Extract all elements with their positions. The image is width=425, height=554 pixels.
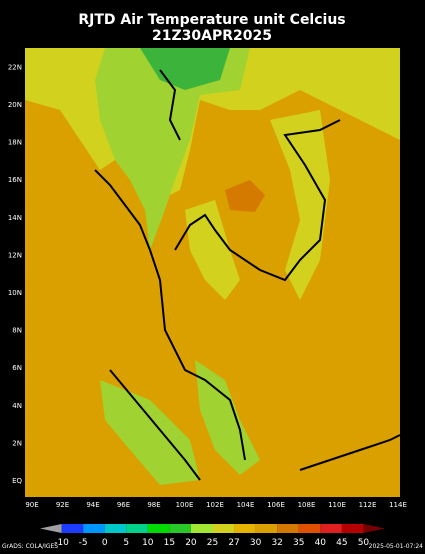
region [140, 48, 230, 90]
colorbar-label: 25 [207, 538, 218, 548]
colorbar-label: 10 [142, 538, 154, 548]
colorbar-label: -10 [54, 538, 69, 548]
lat-label: 16N [8, 176, 22, 184]
lat-label: 8N [12, 327, 22, 335]
lat-label: 22N [8, 63, 22, 71]
subtitle: 21Z30APR2025 [152, 28, 272, 44]
lat-label: 6N [12, 364, 22, 372]
colorbar-segment [169, 524, 191, 533]
lat-label: EQ [12, 477, 22, 485]
colorbar-segment [190, 524, 213, 533]
lon-label: 114E [389, 501, 407, 509]
colorbar-label: 35 [293, 538, 304, 548]
lon-label: 96E [117, 501, 130, 509]
colorbar-label: 40 [315, 538, 327, 548]
coastlines [94, 69, 401, 481]
lon-label: 106E [267, 501, 285, 509]
colorbar-label: -5 [79, 538, 88, 548]
lon-label: 94E [86, 501, 99, 509]
colorbar-arrow [40, 524, 62, 533]
colorbar-segment [255, 524, 278, 533]
lat-label: 12N [8, 251, 22, 259]
colorbar-segment [234, 524, 256, 533]
colorbar-segment [83, 524, 105, 533]
lat-label: 14N [8, 214, 22, 222]
lon-label: 112E [359, 501, 377, 509]
colorbar-label: 0 [102, 538, 108, 548]
lon-label: 100E [176, 501, 194, 509]
lon-label: 98E [147, 501, 160, 509]
lat-label: 20N [8, 101, 22, 109]
lat-label: 18N [8, 139, 22, 147]
colorbar-segment [61, 524, 84, 533]
map [25, 48, 401, 497]
colorbar-label: 15 [164, 538, 175, 548]
lon-label: 102E [206, 501, 224, 509]
colorbar-label: 5 [123, 538, 129, 548]
colorbar-segment [212, 524, 235, 533]
colorbar-label: 45 [336, 538, 347, 548]
region [195, 360, 260, 475]
colorbar-segment [341, 524, 364, 533]
region [225, 180, 265, 212]
region [95, 48, 250, 250]
lat-label: 2N [12, 439, 22, 447]
lon-label: 92E [56, 501, 69, 509]
colorbar-label: 30 [250, 538, 262, 548]
region [100, 380, 200, 485]
footer-left: GrADS: COLA/IGES [2, 543, 58, 550]
region [270, 110, 330, 300]
footer-right: 2025-05-01-07:24 [369, 543, 424, 550]
lon-label: 104E [237, 501, 255, 509]
colorbar-segment [277, 524, 299, 533]
colorbar-segment [147, 524, 170, 533]
region [185, 200, 240, 300]
colorbar-label: 50 [358, 538, 370, 548]
lat-label: 10N [8, 289, 22, 297]
colorbar-segment [298, 524, 321, 533]
colorbar-label: 20 [185, 538, 197, 548]
lon-label: 110E [328, 501, 346, 509]
lon-label: 108E [298, 501, 316, 509]
title: RJTD Air Temperature unit Celcius [78, 12, 345, 28]
colorbar-label: 27 [228, 538, 239, 548]
colorbar-segment [126, 524, 148, 533]
lat-label: 4N [12, 402, 22, 410]
colorbar-arrow [363, 524, 385, 533]
colorbar-segment [320, 524, 342, 533]
colorbar-segment [104, 524, 127, 533]
lon-label: 90E [25, 501, 38, 509]
colorbar-label: 32 [271, 538, 282, 548]
